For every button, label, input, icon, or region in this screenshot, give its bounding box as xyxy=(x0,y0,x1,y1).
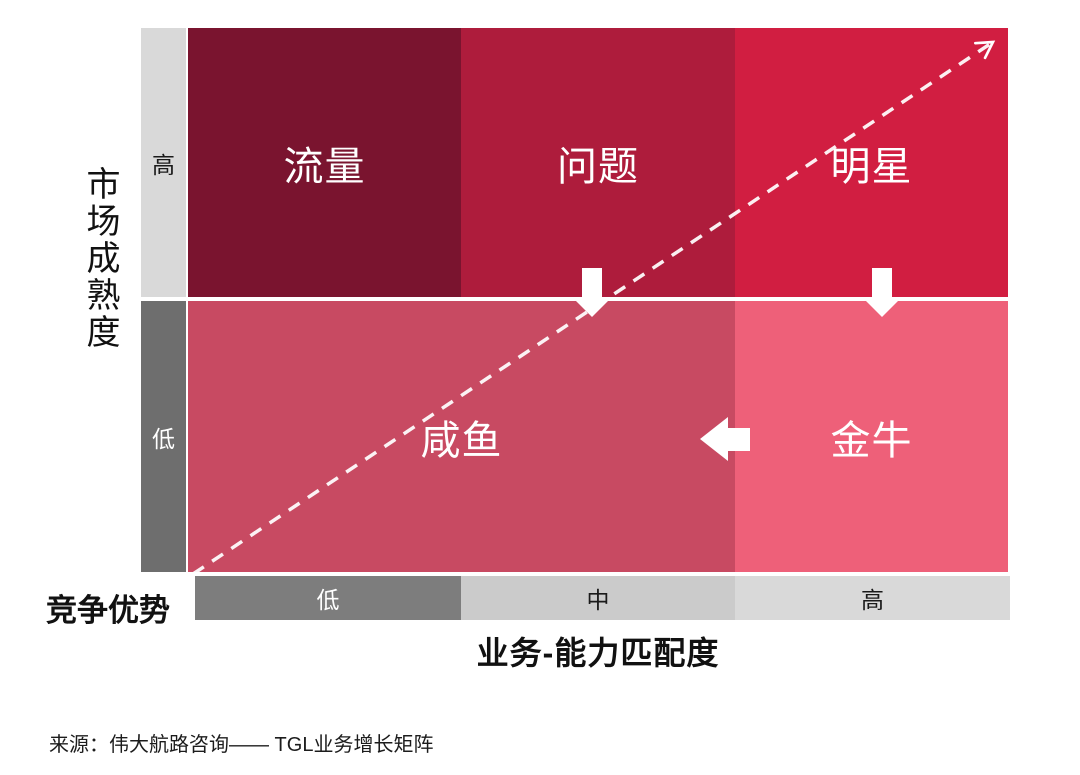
cell-cash-cow-label: 金牛 xyxy=(830,418,913,463)
y-axis-title: 市场成熟度 xyxy=(81,166,120,351)
y-axis-low-label: 低 xyxy=(152,425,175,452)
cell-traffic: 流量 xyxy=(188,28,461,297)
cell-star-label: 明星 xyxy=(830,144,913,189)
x-axis-low-label: 低 xyxy=(316,587,340,613)
cell-idle-fish-label: 咸鱼 xyxy=(420,418,503,463)
cell-question-label: 问题 xyxy=(557,144,639,189)
x-axis-high-label: 高 xyxy=(861,587,884,613)
x-axis-strip-mid: 中 xyxy=(461,576,735,620)
y-axis-strip-high: 高 xyxy=(141,28,186,297)
source-note: 来源：伟大航路咨询—— TGL业务增长矩阵 xyxy=(49,734,434,756)
cell-question: 问题 xyxy=(461,28,735,297)
x-axis-strip-low: 低 xyxy=(195,576,461,620)
y-axis-strip-low: 低 xyxy=(141,301,186,572)
cell-idle-fish: 咸鱼 xyxy=(188,301,735,572)
cell-star: 明星 xyxy=(735,28,1008,297)
y-axis-high-label: 高 xyxy=(152,151,175,178)
x-axis-title: 业务-能力匹配度 xyxy=(476,635,720,671)
cell-cash-cow: 金牛 xyxy=(735,301,1008,572)
corner-label-competitive-advantage: 竞争优势 xyxy=(46,593,170,628)
cell-traffic-label: 流量 xyxy=(283,144,366,189)
x-axis-strip-high: 高 xyxy=(735,576,1010,620)
x-axis-mid-label: 中 xyxy=(586,587,610,613)
